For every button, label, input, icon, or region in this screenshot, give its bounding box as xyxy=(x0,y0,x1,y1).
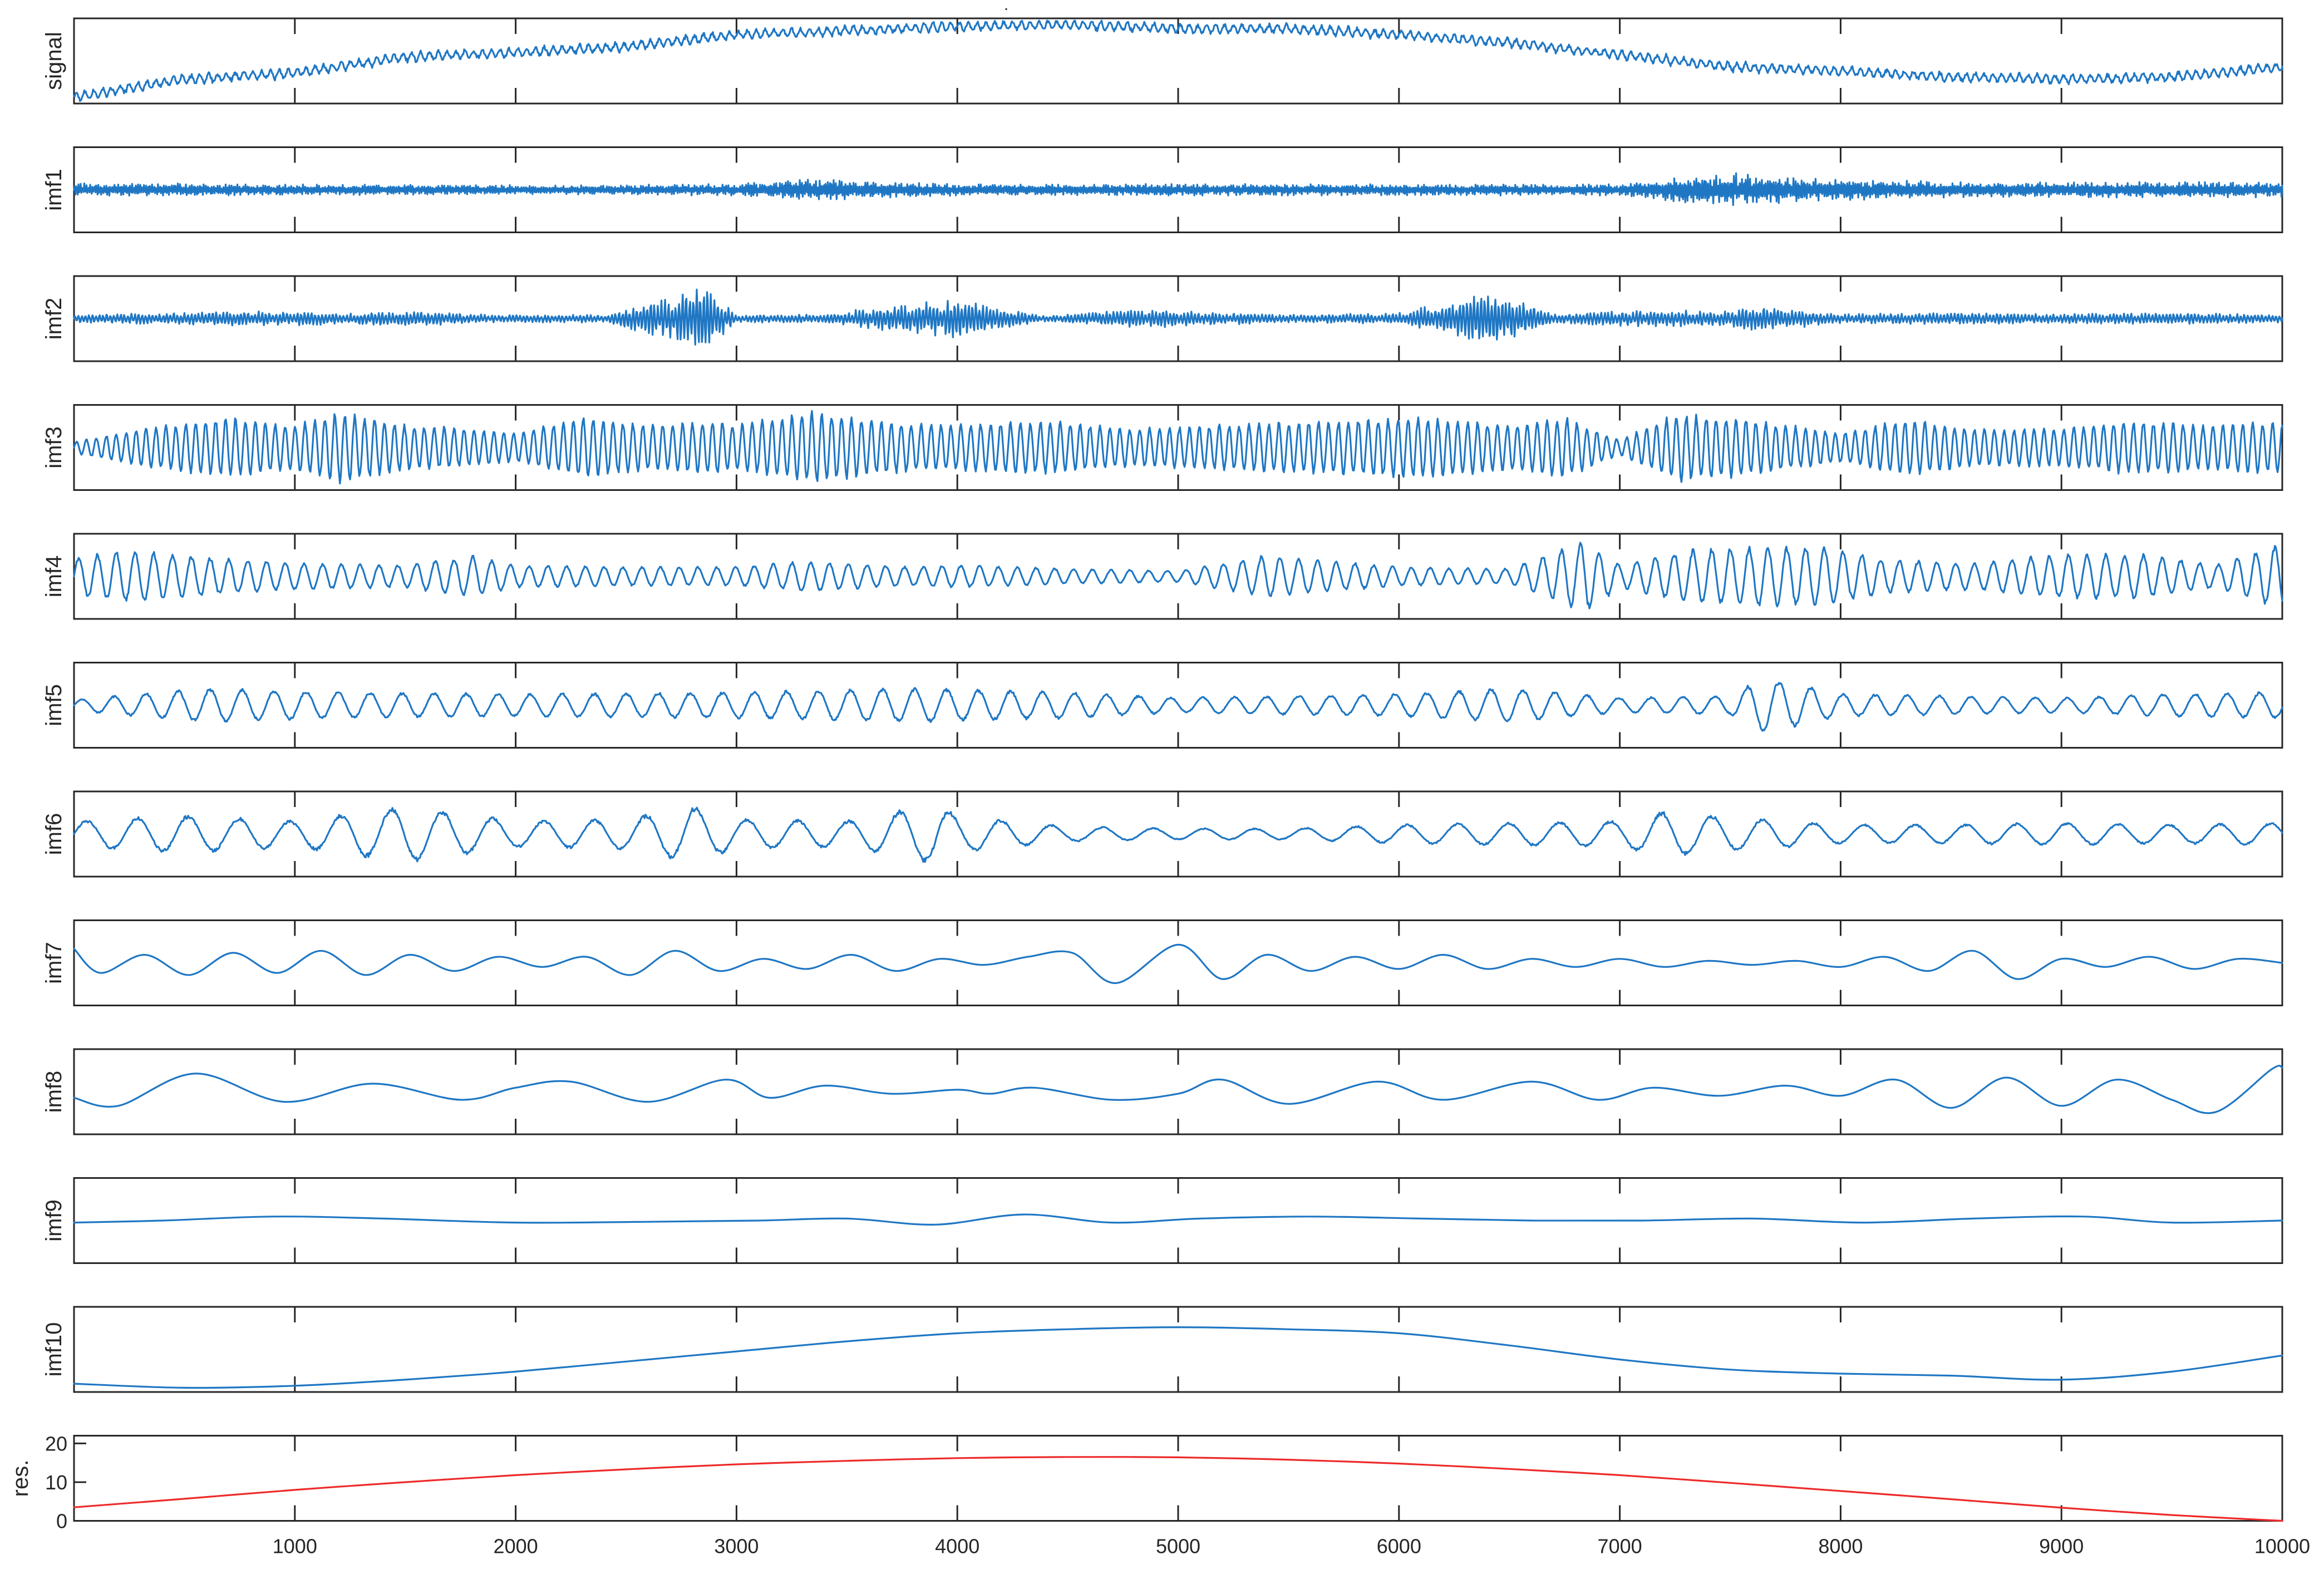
trace-imf5 xyxy=(73,682,2283,732)
panel-imf3: imf3 xyxy=(42,404,2283,491)
xtick-label: 8000 xyxy=(1818,1535,1863,1558)
panel-imf9: imf9 xyxy=(42,1177,2283,1264)
panel-imf10: imf10 xyxy=(42,1306,2283,1393)
res-ytick-label: 0 xyxy=(56,1510,67,1533)
ylabel-imf9: imf9 xyxy=(42,1199,66,1242)
ylabel-imf7: imf7 xyxy=(42,942,66,984)
ylabel-imf8: imf8 xyxy=(42,1071,66,1113)
xtick-label: 10000 xyxy=(2254,1535,2310,1558)
trace-imf2 xyxy=(73,288,2283,346)
trace-signal xyxy=(73,19,2283,102)
panel-imf4: imf4 xyxy=(42,533,2283,620)
panels-group: signal imf1 imf2 imf3 imf4 imf5 imf6 imf7 imf8 im… xyxy=(8,17,2283,1533)
xtick-label: 7000 xyxy=(1598,1535,1642,1558)
panel-imf7: imf7 xyxy=(42,919,2283,1006)
trace-imf8 xyxy=(73,1065,2283,1114)
xtick-label: 5000 xyxy=(1156,1535,1200,1558)
ylabel-imf3: imf3 xyxy=(42,426,66,469)
panel-signal: signal xyxy=(42,17,2283,105)
xtick-label: 3000 xyxy=(714,1535,759,1558)
trace-imf3 xyxy=(73,410,2283,485)
trace-imf6 xyxy=(73,806,2283,863)
xtick-label: 6000 xyxy=(1377,1535,1421,1558)
trace-imf9 xyxy=(73,1213,2283,1226)
xtick-label: 1000 xyxy=(273,1535,317,1558)
panel-imf5: imf5 xyxy=(42,662,2283,749)
ylabel-imf1: imf1 xyxy=(42,169,66,211)
panel-res: res. 0 10 20 xyxy=(8,1432,2283,1533)
xtick-label: 2000 xyxy=(494,1535,538,1558)
ylabel-imf5: imf5 xyxy=(42,684,66,726)
panel-imf2: imf2 xyxy=(42,275,2283,362)
ylabel-imf10: imf10 xyxy=(42,1322,66,1377)
trace-imf4 xyxy=(73,542,2283,609)
xtick-label: 9000 xyxy=(2039,1535,2084,1558)
x-axis: 1000 2000 3000 4000 5000 6000 7000 8000 9000 1000… xyxy=(273,1535,2310,1558)
trace-imf10 xyxy=(73,1326,2283,1389)
panel-imf8: imf8 xyxy=(42,1048,2283,1135)
panel-imf1: imf1 xyxy=(42,146,2283,233)
trace-imf1 xyxy=(73,172,2283,206)
ylabel-imf6: imf6 xyxy=(42,813,66,855)
ylabel-signal: signal xyxy=(42,32,66,90)
res-ytick-label: 10 xyxy=(45,1471,67,1494)
figure-title: . xyxy=(1004,0,1008,14)
panel-imf6: imf6 xyxy=(42,790,2283,878)
trace-res xyxy=(73,1456,2283,1522)
ylabel-imf2: imf2 xyxy=(42,298,66,340)
xtick-label: 4000 xyxy=(935,1535,979,1558)
res-ytick-label: 20 xyxy=(45,1432,67,1455)
trace-imf7 xyxy=(73,943,2283,984)
ylabel-res: res. xyxy=(8,1460,33,1497)
ylabel-imf4: imf4 xyxy=(42,555,66,598)
